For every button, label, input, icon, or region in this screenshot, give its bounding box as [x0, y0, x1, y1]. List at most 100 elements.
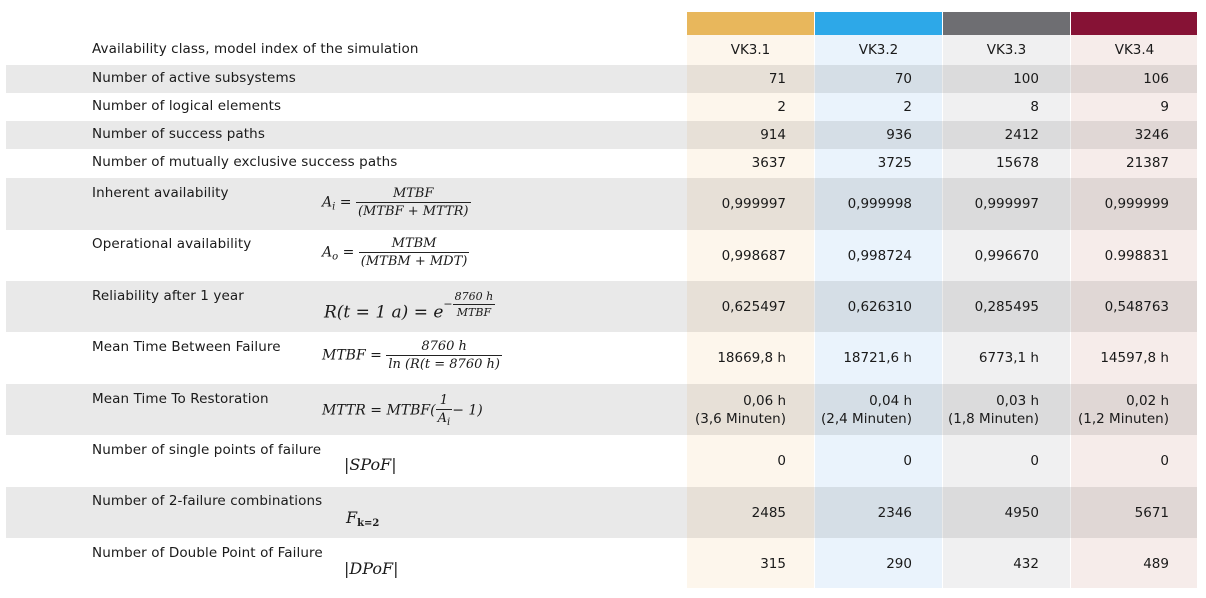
mttr-minutes: (2,4 Minuten)	[821, 411, 912, 427]
column-background-vk34	[1071, 35, 1197, 588]
cell-vk34: 0.998831	[1104, 248, 1169, 264]
cell-vk34: 21387	[1126, 155, 1169, 171]
two-failure-formula: Fk=2	[346, 508, 379, 529]
column-background-vk32	[815, 35, 942, 588]
cell-vk31: 0	[777, 453, 786, 469]
table-row-operational-availability: Operational availability Ao = MTBM (MTBM …	[0, 230, 1206, 281]
formula-denominator: (MTBM + MDT)	[360, 254, 468, 269]
cell-vk32: 0,998724	[847, 248, 912, 264]
column-background-vk33	[943, 35, 1070, 588]
column-header-bar-vk32	[815, 12, 942, 35]
table-row-exclusive: Number of mutually exclusive success pat…	[0, 149, 1206, 178]
cell-vk33: 4950	[1004, 505, 1039, 521]
cell-vk31: 3637	[751, 155, 786, 171]
row-stripe	[6, 487, 1197, 538]
row-label: Number of logical elements	[92, 98, 282, 114]
formula-denominator: ln (R(t = 8760 h)	[388, 357, 500, 372]
mttr-hours: 0,04 h	[869, 393, 912, 409]
table-row-paths: Number of success paths 914 936 2412 324…	[0, 121, 1206, 149]
formula-subscript: i	[332, 201, 336, 213]
formula-subscript: o	[332, 251, 339, 263]
table-row-inherent-availability: Inherent availability Ai = MTBF (MTBF + M…	[0, 178, 1206, 230]
formula-lhs: A	[322, 194, 333, 211]
row-label: Number of single points of failure	[92, 442, 322, 458]
formula-rhs: − 1)	[452, 402, 483, 419]
cell-vk33: 0,03 h (1,8 Minuten)	[948, 392, 1039, 428]
cell-vk33: 6773,1 h	[978, 350, 1039, 366]
cell-vk32: 0	[903, 453, 912, 469]
column-label-vk33: VK3.3	[986, 42, 1027, 58]
dpof-formula: |DPoF|	[344, 559, 399, 578]
cell-vk34: 0,02 h (1,2 Minuten)	[1078, 392, 1169, 428]
cell-vk32: 18721,6 h	[843, 350, 912, 366]
cell-vk32: 936	[886, 127, 912, 143]
cell-vk31: 2	[777, 99, 786, 115]
formula-numerator: 1	[435, 393, 453, 410]
formula-numerator: 8760 h	[452, 290, 496, 305]
reliability-formula: R(t = 1 a) = e− 8760 h MTBF	[324, 290, 496, 323]
mttr-hours: 0,06 h	[743, 393, 786, 409]
formula-exponent-sign: −	[443, 297, 453, 311]
cell-vk34: 106	[1143, 71, 1169, 87]
row-stripe	[6, 384, 1197, 435]
cell-vk32: 290	[886, 556, 912, 572]
mttr-hours: 0,03 h	[996, 393, 1039, 409]
formula-lhs: A	[322, 244, 333, 261]
row-stripe	[6, 121, 1197, 149]
cell-vk31: 315	[760, 556, 786, 572]
formula-lhs: MTBF =	[322, 347, 382, 364]
mttr-hours: 0,02 h	[1126, 393, 1169, 409]
row-stripe	[6, 65, 1197, 93]
cell-vk32: 0,04 h (2,4 Minuten)	[821, 392, 912, 428]
table-row-mttr: Mean Time To Restoration MTTR = MTBF(1 Ai…	[0, 384, 1206, 435]
cell-vk34: 0,548763	[1104, 299, 1169, 315]
cell-vk34: 3246	[1134, 127, 1169, 143]
cell-vk33: 432	[1013, 556, 1039, 572]
formula-lhs: F	[346, 508, 358, 527]
cell-vk31: 0,998687	[721, 248, 786, 264]
column-header-bar-vk31	[687, 12, 814, 35]
cell-vk32: 2	[903, 99, 912, 115]
cell-vk31: 0,06 h (3,6 Minuten)	[695, 392, 786, 428]
table-row-subsystems: Number of active subsystems 71 70 100 10…	[0, 65, 1206, 93]
cell-vk31: 0,625497	[721, 299, 786, 315]
column-label-vk32: VK3.2	[858, 42, 899, 58]
mttr-minutes: (3,6 Minuten)	[695, 411, 786, 427]
row-label: Mean Time To Restoration	[92, 391, 269, 407]
cell-vk34: 5671	[1134, 505, 1169, 521]
formula-numerator: 8760 h	[386, 339, 502, 356]
cell-vk34: 0	[1160, 453, 1169, 469]
row-label: Mean Time Between Failure	[92, 339, 281, 355]
formula-equals: =	[342, 244, 355, 261]
mttr-formula: MTTR = MTBF(1 Ai − 1)	[322, 393, 483, 428]
row-label: Number of 2-failure combinations	[92, 493, 323, 509]
cell-vk32: 70	[894, 71, 912, 87]
formula-numerator: MTBM	[358, 236, 470, 253]
formula-numerator: MTBF	[355, 186, 471, 203]
row-label: Operational availability	[92, 236, 252, 252]
formula-denominator: (MTBF + MTTR)	[357, 204, 469, 219]
row-label: Number of Double Point of Failure	[92, 545, 323, 561]
column-header-bar-vk34	[1071, 12, 1197, 35]
table-row-spof: Number of single points of failure |SPoF…	[0, 435, 1206, 487]
row-label: Inherent availability	[92, 185, 229, 201]
cell-vk32: 2346	[877, 505, 912, 521]
formula-lhs: R(t = 1 a) = e	[324, 302, 444, 323]
row-label: Number of mutually exclusive success pat…	[92, 154, 398, 170]
formula-denominator-subscript: i	[446, 417, 451, 428]
cell-vk32: 0,999998	[847, 196, 912, 212]
cell-vk31: 18669,8 h	[717, 350, 786, 366]
cell-vk33: 0,996670	[974, 248, 1039, 264]
cell-vk31: 2485	[751, 505, 786, 521]
column-label-vk31: VK3.1	[730, 42, 771, 58]
row-label: Reliability after 1 year	[92, 288, 244, 304]
row-stripe	[6, 281, 1197, 332]
cell-vk32: 0,626310	[847, 299, 912, 315]
cell-vk33: 0,285495	[974, 299, 1039, 315]
row-label: Availability class, model index of the s…	[92, 41, 419, 57]
row-stripe	[6, 178, 1197, 230]
table-row-class: Availability class, model index of the s…	[0, 40, 1206, 60]
mtbf-formula: MTBF = 8760 h ln (R(t = 8760 h)	[322, 339, 502, 372]
table-row-reliability: Reliability after 1 year R(t = 1 a) = e−…	[0, 281, 1206, 332]
